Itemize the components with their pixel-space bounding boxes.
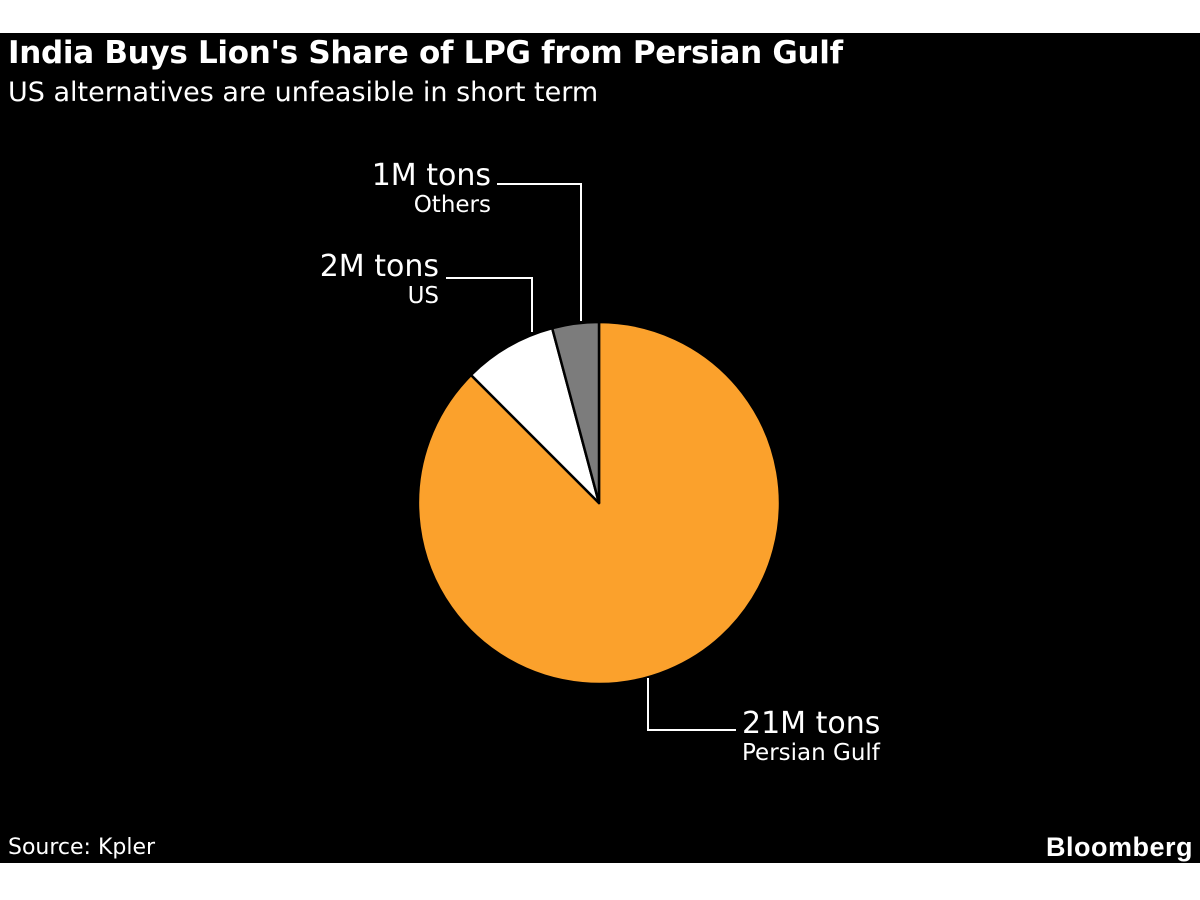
callout-label-others: 1M tons Others (372, 159, 491, 218)
bloomberg-logo: Bloomberg (1045, 832, 1193, 862)
pie-slices-group (416, 320, 782, 686)
source-attribution: Source: Kpler (8, 835, 156, 860)
callout-category-persian-gulf: Persian Gulf (742, 740, 880, 766)
callout-value-us: 2M tons (319, 249, 439, 284)
leader-line-others (497, 183, 582, 321)
callout-category-others: Others (413, 192, 491, 218)
callout-value-persian-gulf: 21M tons (742, 706, 881, 741)
callout-value-others: 1M tons (371, 158, 491, 193)
pie-slice-others (550, 320, 601, 505)
pie-slice-us (469, 326, 601, 505)
chart-subtitle: US alternatives are unfeasible in short … (8, 77, 599, 108)
leader-line-persian-gulf (647, 678, 736, 731)
callout-category-us: US (407, 283, 439, 309)
chart-title: India Buys Lion's Share of LPG from Pers… (8, 35, 843, 71)
leader-line-us (446, 277, 533, 332)
callout-label-us: 2M tons US (320, 250, 439, 309)
callout-label-persian-gulf: 21M tons Persian Gulf (742, 707, 880, 766)
